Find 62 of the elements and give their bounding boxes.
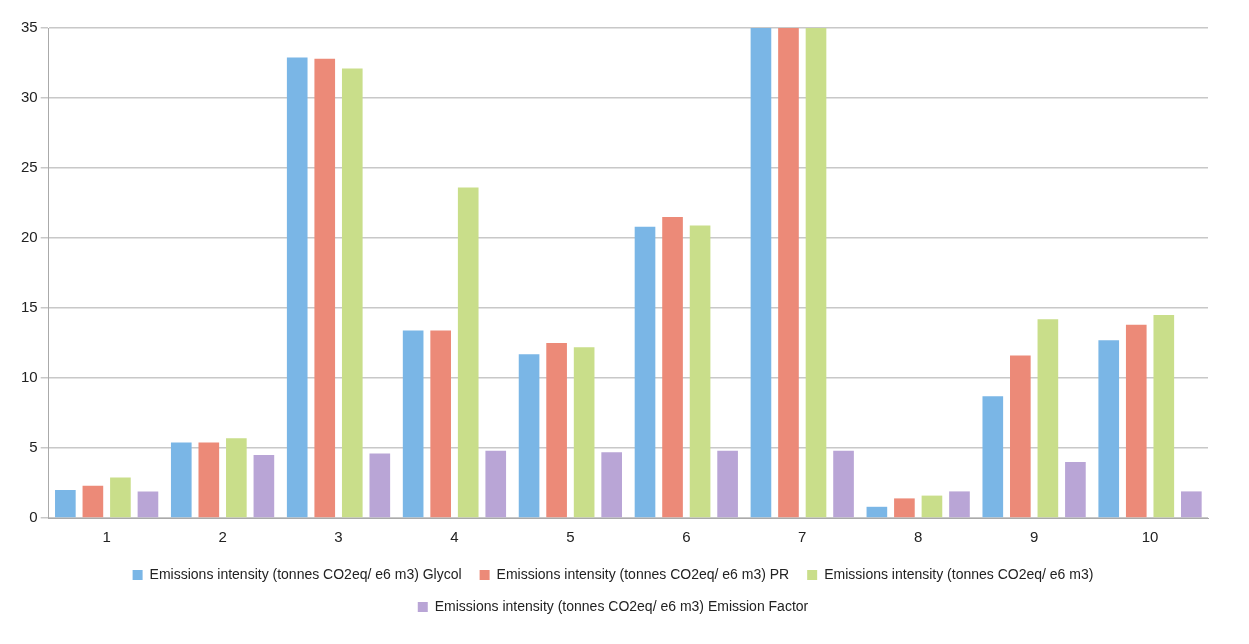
- bar: [137, 491, 159, 518]
- bar: [1181, 491, 1202, 518]
- y-tick-label: 20: [21, 228, 38, 246]
- bar: [866, 506, 888, 518]
- bar: [1125, 324, 1147, 518]
- legend-label: Emissions intensity (tonnes CO2eq/ e6 m3) Glycol: [149, 565, 462, 582]
- x-tick-label: 3: [334, 528, 343, 546]
- bar: [226, 438, 247, 518]
- y-tick-label: 0: [29, 508, 38, 526]
- bar: [894, 498, 915, 518]
- bar: [717, 450, 738, 518]
- bar: [110, 477, 131, 518]
- bar: [634, 226, 656, 518]
- bar: [369, 453, 391, 518]
- bar: [170, 442, 192, 518]
- y-tick-label: 15: [21, 298, 38, 316]
- y-tick-label: 30: [21, 88, 38, 106]
- x-tick-label: 9: [1029, 528, 1039, 546]
- y-tick-label: 35: [21, 18, 38, 36]
- bar: [662, 217, 683, 518]
- bar: [982, 396, 1004, 518]
- bar: [1010, 355, 1031, 518]
- bar: [546, 343, 567, 518]
- bar: [314, 58, 336, 518]
- x-tick-label: 8: [914, 528, 923, 546]
- x-tick-label: 4: [450, 528, 459, 546]
- bar: [55, 490, 76, 518]
- legend-label: Emissions intensity (tonnes CO2eq/ e6 m3): [824, 565, 1094, 582]
- bar: [921, 495, 943, 518]
- x-tick-label: 2: [218, 528, 227, 546]
- bar: [1037, 319, 1059, 518]
- legend-label: Emissions intensity (tonnes CO2eq/ e6 m3) PR: [496, 565, 790, 582]
- x-tick-label: 7: [798, 528, 807, 546]
- bar: [1153, 315, 1175, 518]
- bar: [286, 57, 308, 518]
- x-tick-label: 6: [682, 528, 691, 546]
- bar: [82, 485, 104, 518]
- bar: [253, 455, 275, 518]
- bar: [778, 28, 799, 518]
- bar: [689, 225, 711, 518]
- bar: [485, 450, 507, 518]
- bar: [1098, 340, 1120, 518]
- x-tick-label: 1: [102, 528, 111, 546]
- bar: [573, 347, 595, 518]
- bar: [430, 330, 451, 518]
- bar: [518, 354, 540, 518]
- y-tick-label: 25: [21, 158, 38, 176]
- bar: [198, 442, 220, 518]
- bar: [750, 28, 772, 518]
- legend-label: Emissions intensity (tonnes CO2eq/ e6 m3) Emission Factor: [434, 597, 809, 614]
- bar: [949, 491, 970, 518]
- y-tick-label: 5: [29, 438, 38, 456]
- bar: [805, 28, 827, 518]
- y-tick-label: 10: [21, 368, 38, 386]
- bar: [457, 187, 479, 518]
- bar: [601, 452, 622, 518]
- bar: [833, 450, 854, 518]
- bar: [1065, 462, 1086, 518]
- bar: [341, 68, 363, 518]
- bar: [402, 330, 424, 518]
- x-tick-label: 10: [1141, 528, 1159, 546]
- x-tick-label: 5: [566, 528, 575, 546]
